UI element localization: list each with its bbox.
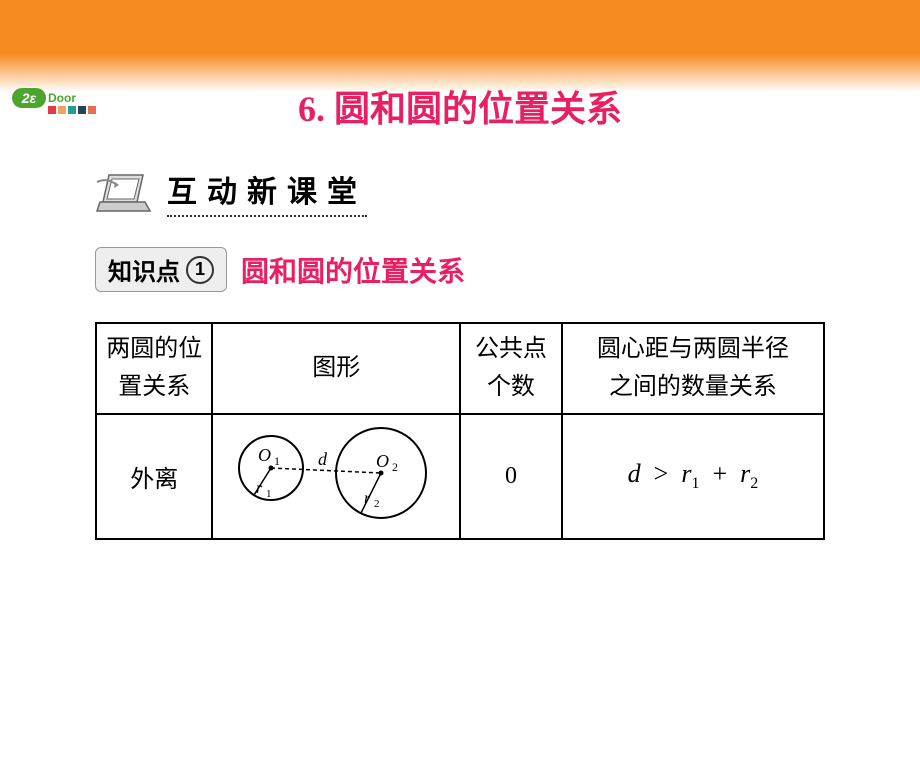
table-row: 外离 O 1 O 2 d r 1 r 2 0 (96, 414, 824, 539)
table-header-row: 两圆的位 置关系 图形 公共点 个数 圆心距与两圆半径 之间的数量关系 (96, 323, 824, 414)
knowledge-label-text: 知识点 (108, 252, 180, 287)
logo-sub-dots (48, 106, 96, 114)
svg-text:1: 1 (274, 454, 280, 468)
svg-text:r: r (364, 490, 371, 507)
formula-r1: r (681, 459, 691, 488)
logo-badge: 2ε (12, 88, 46, 108)
header-figure: 图形 (212, 323, 460, 414)
cell-position: 外离 (96, 414, 212, 539)
formula-text: d > r1 + r2 (628, 459, 759, 488)
svg-text:d: d (318, 449, 328, 469)
page-title: 6. 圆和圆的位置关系 (0, 80, 920, 132)
formula-sub2: 2 (750, 475, 758, 492)
knowledge-number-icon: 1 (186, 256, 214, 284)
site-logo: 2ε Door (12, 88, 76, 108)
header-text: 之间的数量关系 (609, 374, 777, 400)
svg-text:O: O (258, 445, 271, 465)
formula-plus: + (712, 459, 727, 488)
header-text: 圆心距与两圆半径 (597, 336, 789, 362)
circles-diagram-icon: O 1 O 2 d r 1 r 2 (226, 423, 446, 523)
section-heading: 互动新课堂 (167, 167, 367, 217)
cell-diagram: O 1 O 2 d r 1 r 2 (212, 414, 460, 539)
header-text: 公共点 (475, 336, 547, 362)
knowledge-point-row: 知识点 1 圆和圆的位置关系 (95, 247, 920, 292)
formula-gt: > (654, 459, 669, 488)
cell-formula: d > r1 + r2 (562, 414, 824, 539)
relation-table: 两圆的位 置关系 图形 公共点 个数 圆心距与两圆半径 之间的数量关系 外离 O (95, 322, 825, 540)
formula-sub1: 1 (691, 475, 699, 492)
section-header: 互动新课堂 (95, 167, 920, 217)
header-points: 公共点 个数 (460, 323, 562, 414)
header-relation: 圆心距与两圆半径 之间的数量关系 (562, 323, 824, 414)
laptop-icon (95, 167, 155, 217)
knowledge-topic-text: 圆和圆的位置关系 (241, 250, 465, 290)
header-position: 两圆的位 置关系 (96, 323, 212, 414)
svg-text:2: 2 (374, 498, 380, 510)
svg-text:O: O (376, 451, 389, 471)
cell-points: 0 (460, 414, 562, 539)
knowledge-label-badge: 知识点 1 (95, 247, 227, 292)
header-text: 个数 (487, 374, 535, 400)
svg-text:r: r (256, 480, 263, 497)
header-text: 两圆的位 (106, 336, 202, 362)
relation-table-wrap: 两圆的位 置关系 图形 公共点 个数 圆心距与两圆半径 之间的数量关系 外离 O (95, 322, 825, 540)
formula-d: d (628, 459, 641, 488)
formula-r2: r (740, 459, 750, 488)
svg-text:2: 2 (392, 460, 398, 474)
svg-text:1: 1 (266, 488, 272, 500)
logo-brand: Door (48, 91, 76, 105)
header-text: 置关系 (118, 374, 190, 400)
